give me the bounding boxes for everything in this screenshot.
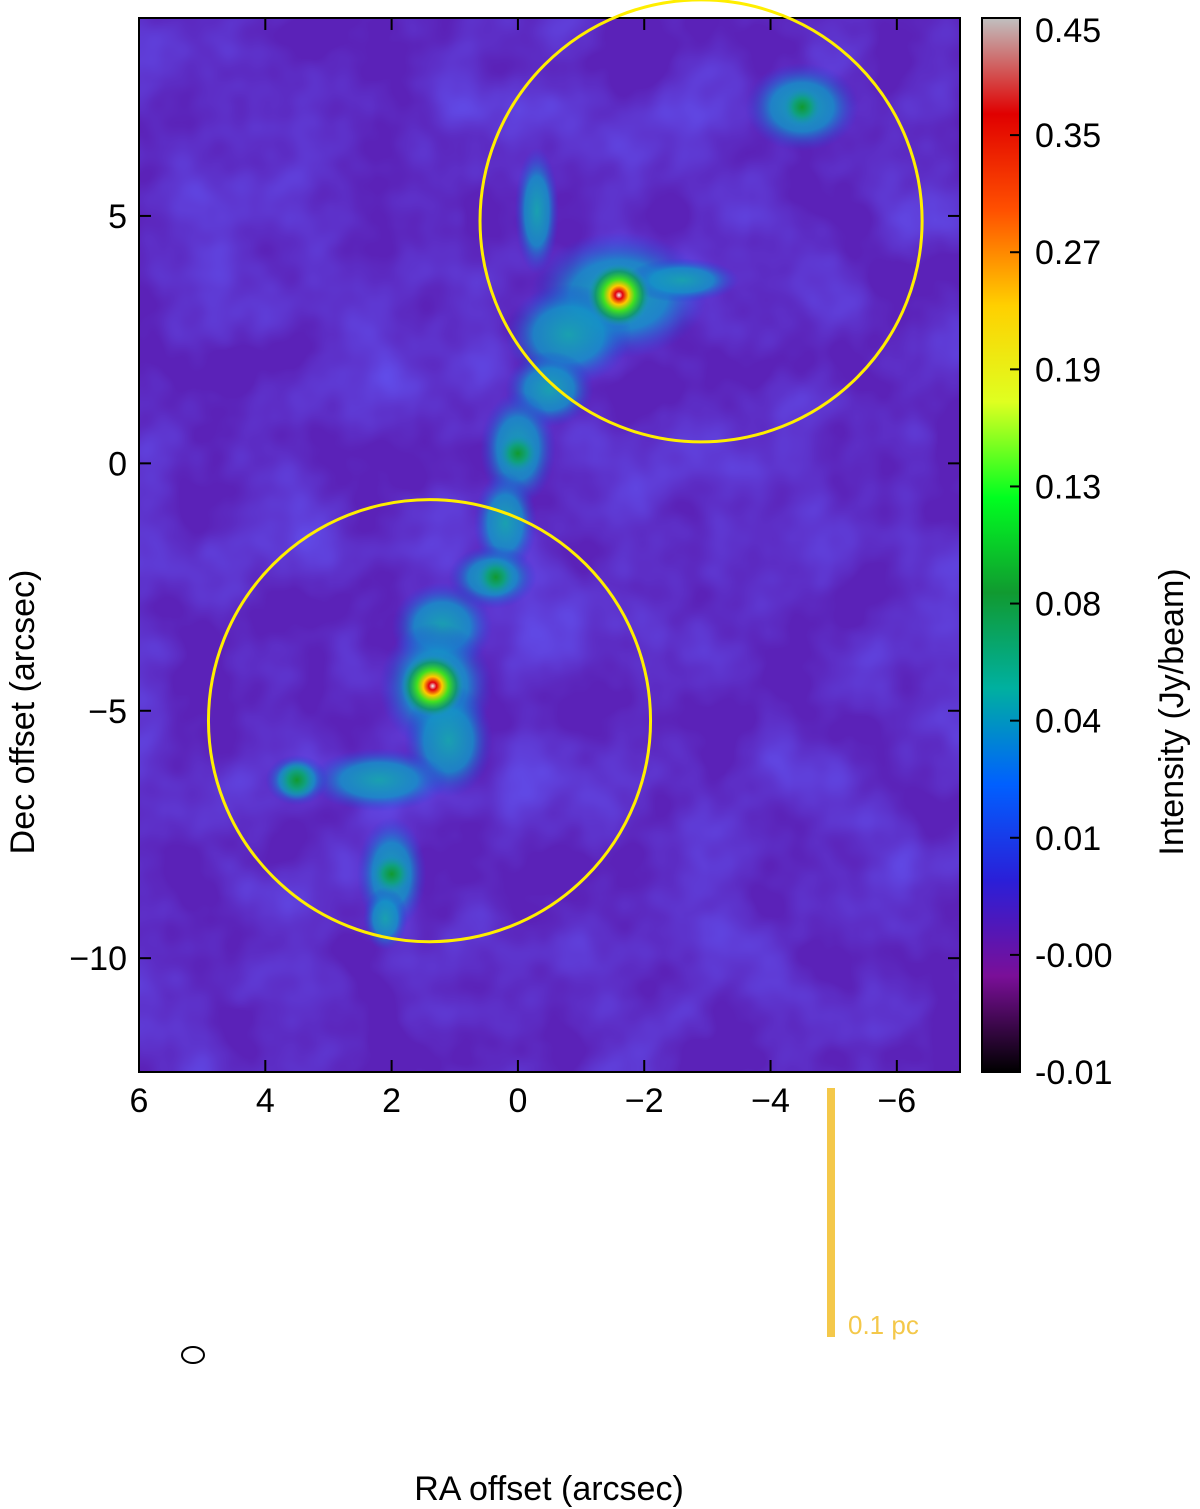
scale-bar-line [827, 1088, 835, 1337]
colorbar-ticks: 0.45 0.35 0.27 0.19 0.13 0.08 0.04 0.01 -0.00 -0.… [1010, 12, 1113, 1092]
source-clump-southwest [276, 759, 318, 801]
y-tick-label: −10 [69, 940, 127, 978]
colorbar-tick-label: 0.45 [1035, 12, 1101, 50]
x-tick-label: 0 [508, 1082, 527, 1120]
colorbar-tick-label: 0.04 [1035, 703, 1101, 741]
plot-frame [138, 17, 961, 1073]
colorbar-title: Intensity (Jy/beam) [1153, 568, 1191, 855]
source-middle-clump [497, 433, 539, 474]
south-circle [206, 498, 653, 944]
colorbar-tick-label: 0.27 [1035, 234, 1101, 272]
y-tick-label: 0 [108, 445, 127, 483]
x-tick-label: 4 [256, 1082, 275, 1120]
x-tick-label: 6 [130, 1082, 149, 1120]
colorbar-tick-label: 0.19 [1035, 351, 1101, 389]
y-axis: 5 0 −5 −10 [69, 198, 960, 978]
source-south-core [401, 654, 465, 718]
region-circles [206, 0, 924, 944]
source-north-core [587, 263, 651, 327]
colorbar-tick-label: -0.00 [1035, 937, 1113, 975]
source-clump-bottom [371, 853, 412, 895]
y-axis-title: Dec offset (arcsec) [4, 570, 42, 855]
scale-bar-label: 0.1 pc [848, 1310, 919, 1340]
y-tick-label: −5 [88, 693, 127, 731]
x-tick-label: −6 [877, 1082, 916, 1120]
x-tick-label: −4 [751, 1082, 790, 1120]
colorbar-tick-label: -0.01 [1035, 1054, 1113, 1092]
colorbar-tick-label: 0.35 [1035, 117, 1101, 155]
colorbar-tick-label: 0.08 [1035, 586, 1101, 624]
colorbar [981, 17, 1021, 1073]
filament-blob [514, 147, 559, 275]
filament-blob [625, 258, 739, 303]
x-axis: 6 4 2 0 −2 −4 −6 [130, 18, 916, 1120]
north-circle [478, 0, 924, 444]
scale-bar: 0.1 pc [827, 1088, 919, 1340]
emission-sources [276, 86, 823, 895]
filament-blob [309, 748, 449, 812]
source-clump-upper-south [475, 556, 517, 598]
y-tick-label: 5 [108, 198, 127, 236]
intensity-map [139, 18, 960, 1072]
x-tick-label: 2 [382, 1082, 401, 1120]
colorbar-tick-label: 0.13 [1035, 468, 1101, 506]
source-clump-northeast [781, 86, 823, 128]
x-axis-title: RA offset (arcsec) [414, 1470, 684, 1508]
colorbar-tick-label: 0.01 [1035, 820, 1101, 858]
x-tick-label: −2 [625, 1082, 664, 1120]
beam-ellipse [181, 1346, 205, 1364]
